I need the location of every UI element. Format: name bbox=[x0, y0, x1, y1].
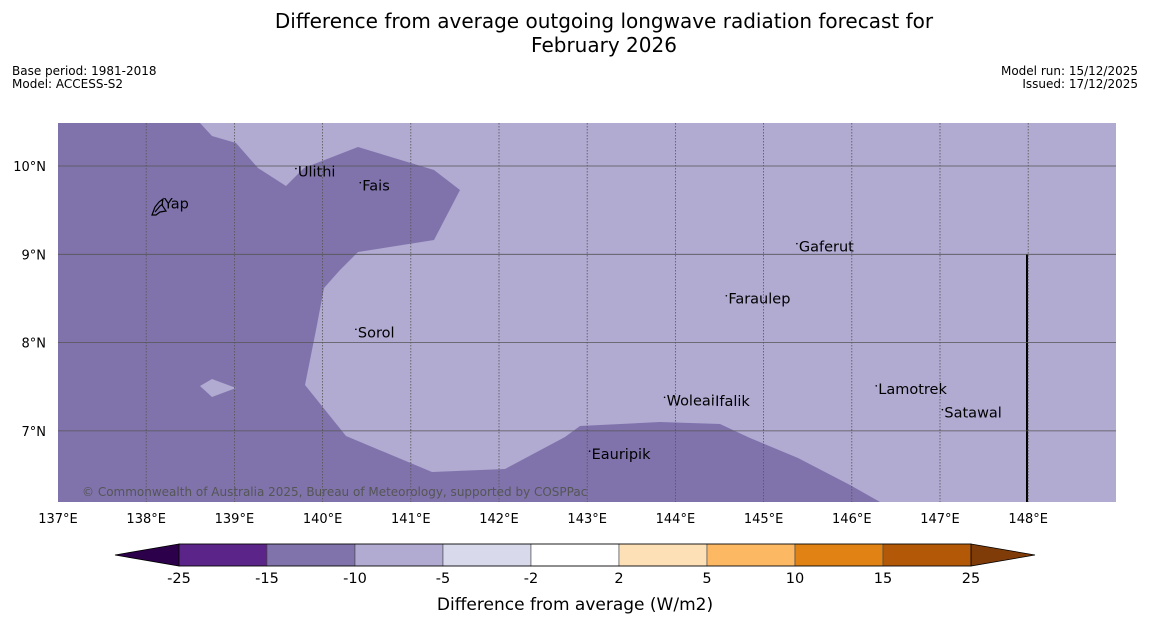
colorbar-tick-label: -5 bbox=[436, 571, 450, 587]
lon-tick-label: 143°E bbox=[567, 512, 607, 527]
colorbar-tick-label: 15 bbox=[874, 571, 892, 587]
map-panel: Yap Ulithi Fais Gaferut Faraulep Sorol Woleai I… bbox=[58, 123, 1116, 502]
place-marker bbox=[875, 385, 878, 387]
colorbar-frame bbox=[178, 543, 972, 567]
place-label: Gaferut bbox=[799, 240, 854, 256]
colorbar-segment bbox=[530, 543, 620, 567]
model-run: Model run: 15/12/2025 bbox=[1000, 64, 1138, 78]
colorbar-tick-label: 2 bbox=[614, 571, 623, 587]
colorbar: -25 -15 -10 -5 -2 2 5 10 15 25 bbox=[114, 543, 1036, 587]
colorbar-over-arrow bbox=[970, 543, 1036, 567]
colorbar-segment bbox=[178, 543, 268, 567]
place-marker bbox=[712, 397, 714, 399]
place-label: Ifalik bbox=[715, 394, 750, 410]
place-marker bbox=[941, 408, 944, 411]
lat-tick-label: 10°N bbox=[13, 160, 46, 175]
colorbar-tick-label: -10 bbox=[343, 571, 367, 587]
place-marker bbox=[796, 242, 798, 245]
meta-left: Base period: 1981-2018 Model: ACCESS-S2 bbox=[12, 65, 157, 91]
colorbar-tick-label: -15 bbox=[255, 571, 279, 587]
lon-tick-label: 142°E bbox=[479, 512, 519, 527]
yap-island-detail bbox=[154, 203, 164, 213]
place-label: Ulithi bbox=[298, 165, 336, 181]
colorbar-segment bbox=[266, 543, 356, 567]
colorbar-tick-label: -2 bbox=[524, 571, 538, 587]
latitude-axis: 10°N 9°N 8°N 7°N bbox=[13, 160, 46, 440]
map-title: Difference from average outgoing longwav… bbox=[0, 9, 1150, 57]
field-contour-light-patch bbox=[200, 379, 236, 397]
lon-tick-label: 147°E bbox=[920, 512, 960, 527]
graticule bbox=[58, 123, 1116, 502]
place-label: Yap bbox=[163, 196, 189, 212]
field-contour-strong-west bbox=[58, 123, 880, 502]
place-label: Sorol bbox=[358, 325, 395, 341]
colorbar-tick-label: -25 bbox=[167, 571, 191, 587]
meta-right: Model run: 15/12/2025 Issued: 17/12/2025 bbox=[1001, 65, 1138, 91]
colorbar-label: Difference from average (W/m2) bbox=[437, 595, 713, 615]
place-marker bbox=[588, 450, 591, 452]
place-marker bbox=[355, 328, 357, 331]
colorbar-under-arrow bbox=[114, 543, 180, 567]
colorbar-tick-label: 25 bbox=[962, 571, 980, 587]
place-label: Satawal bbox=[944, 406, 1001, 422]
colorbar-segment bbox=[706, 543, 796, 567]
place-marker bbox=[161, 199, 163, 202]
colorbar-tick-label: 5 bbox=[702, 571, 711, 587]
lon-tick-label: 146°E bbox=[832, 512, 872, 527]
title-line-1: Difference from average outgoing longwav… bbox=[274, 9, 934, 33]
place-label: Lamotrek bbox=[878, 382, 947, 398]
land bbox=[151, 197, 1028, 502]
colorbar-segment bbox=[882, 543, 972, 567]
lon-tick-label: 141°E bbox=[391, 512, 431, 527]
lon-tick-label: 140°E bbox=[303, 512, 343, 527]
colorbar-segment bbox=[442, 543, 532, 567]
lat-tick-label: 7°N bbox=[22, 425, 47, 440]
place-labels: Yap Ulithi Fais Gaferut Faraulep Sorol Woleai I… bbox=[161, 165, 1002, 463]
place-label: Faraulep bbox=[728, 292, 790, 308]
lon-tick-label: 144°E bbox=[656, 512, 696, 527]
lon-tick-label: 138°E bbox=[126, 512, 166, 527]
colorbar-segment bbox=[354, 543, 444, 567]
place-label: Fais bbox=[362, 179, 389, 195]
lon-tick-label: 148°E bbox=[1008, 512, 1048, 527]
lon-tick-label: 139°E bbox=[215, 512, 255, 527]
title-line-2: February 2026 bbox=[531, 33, 677, 57]
lat-tick-label: 8°N bbox=[22, 337, 47, 352]
lon-tick-label: 145°E bbox=[744, 512, 784, 527]
issued-date: Issued: 17/12/2025 bbox=[1022, 77, 1138, 91]
place-marker bbox=[359, 181, 362, 184]
colorbar-tick-label: 10 bbox=[786, 571, 804, 587]
place-marker bbox=[663, 396, 666, 399]
base-period: Base period: 1981-2018 bbox=[12, 64, 157, 78]
copyright-notice: © Commonwealth of Australia 2025, Bureau… bbox=[82, 485, 587, 499]
place-marker bbox=[295, 167, 297, 170]
place-label: Eauripik bbox=[592, 447, 651, 463]
longitude-axis: 137°E 138°E 139°E 140°E 141°E 142°E 143°E 144°E… bbox=[38, 512, 1048, 527]
place-marker bbox=[725, 294, 728, 297]
place-label: Woleai bbox=[667, 393, 715, 409]
lat-tick-label: 9°N bbox=[22, 248, 47, 263]
lon-tick-label: 137°E bbox=[38, 512, 78, 527]
colorbar-segment bbox=[794, 543, 884, 567]
colorbar-segment bbox=[618, 543, 708, 567]
model-name: Model: ACCESS-S2 bbox=[12, 77, 124, 91]
